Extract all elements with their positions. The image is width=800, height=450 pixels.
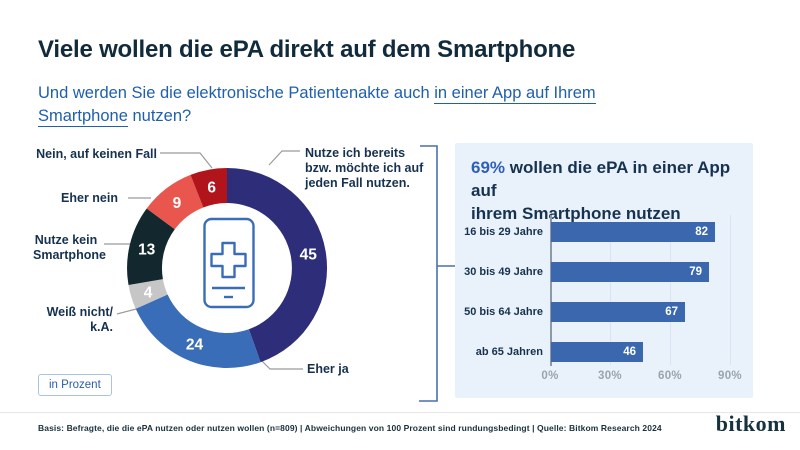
bar: 46 (551, 342, 643, 362)
donut-segments: 45 24 4 13 9 6 (127, 167, 328, 369)
donut-segment (128, 279, 168, 309)
subtitle-underlined-text: Smartphone (38, 107, 128, 127)
source-note: Basis: Befragte, die die ePA nutzen oder… (38, 423, 662, 433)
donut-segment-value: 13 (138, 241, 156, 258)
donut-label-weiss-nicht: Weiß nicht/ k.A. (46, 305, 113, 334)
donut-segment (227, 167, 328, 363)
donut-label-eher-ja: Eher ja (307, 362, 349, 376)
donut-segment (135, 294, 261, 369)
donut-segment-value: 6 (207, 179, 216, 196)
subtitle-question: Und werden Sie die elektronische Patient… (38, 82, 738, 128)
donut-segment-value: 4 (144, 285, 153, 302)
bar-chart-axis (550, 215, 552, 366)
bar-value-label: 46 (623, 346, 636, 358)
bar-category-label: 50 bis 64 Jahre (464, 306, 543, 318)
gridline (730, 215, 731, 365)
donut-segment-value: 9 (173, 195, 182, 212)
donut-label-kein-smartphone: Nutze kein Smartphone (33, 233, 106, 262)
donut-label-eher-nein: Eher nein (61, 191, 118, 205)
headline-text: ihrem Smartphone nutzen (471, 204, 681, 223)
x-axis-tick-label: 30% (598, 370, 622, 382)
bar: 82 (551, 222, 715, 242)
page-title: Viele wollen die ePA direkt auf dem Smar… (38, 36, 576, 63)
headline-text: wollen die ePA in einer App auf (471, 158, 731, 200)
donut-label-nein-keinen-fall: Nein, auf keinen Fall (36, 147, 157, 161)
callout-line (160, 152, 213, 169)
x-axis-tick-label: 90% (718, 370, 742, 382)
gridline (670, 215, 671, 365)
subtitle-text: nutzen? (127, 107, 192, 125)
donut-segment (127, 208, 175, 285)
donut-label-nutze-bereits: Nutze ich bereits bzw. möchte ich auf je… (305, 146, 424, 190)
bar-value-label: 79 (689, 266, 702, 278)
bracket-line (419, 145, 438, 402)
bar-category-label: 16 bis 29 Jahre (464, 226, 543, 238)
donut-segment-value: 24 (186, 336, 204, 353)
panel-headline: 69% wollen die ePA in einer App auf ihre… (471, 156, 739, 225)
bar: 79 (551, 262, 709, 282)
donut-segment (190, 168, 227, 208)
bar-category-label: 30 bis 49 Jahre (464, 266, 543, 278)
donut-segment (146, 174, 204, 230)
smartphone-medical-cross-icon (203, 217, 255, 309)
unit-badge: in Prozent (38, 374, 112, 396)
headline-percent-value: 69% (471, 158, 506, 177)
bar: 67 (551, 302, 685, 322)
subtitle-text: Und werden Sie die elektronische Patient… (38, 84, 435, 102)
gridline (610, 215, 611, 365)
phone-outline (203, 217, 255, 309)
x-axis-tick-label: 60% (658, 370, 682, 382)
bar-value-label: 82 (695, 226, 708, 238)
grouping-bracket (419, 145, 455, 402)
footer-divider (0, 412, 800, 413)
callout-line (268, 150, 300, 166)
medical-cross-icon (210, 241, 247, 279)
bar-value-label: 67 (665, 306, 678, 318)
bar-category-label: ab 65 Jahren (475, 346, 543, 358)
bar-chart-panel: 69% wollen die ePA in einer App auf ihre… (455, 143, 753, 398)
subtitle-underlined-text: in einer App auf Ihrem (434, 84, 596, 104)
x-axis-tick-label: 0% (541, 370, 559, 382)
bitkom-logo: bitkom (715, 411, 786, 436)
donut-segment-value: 45 (300, 247, 318, 264)
